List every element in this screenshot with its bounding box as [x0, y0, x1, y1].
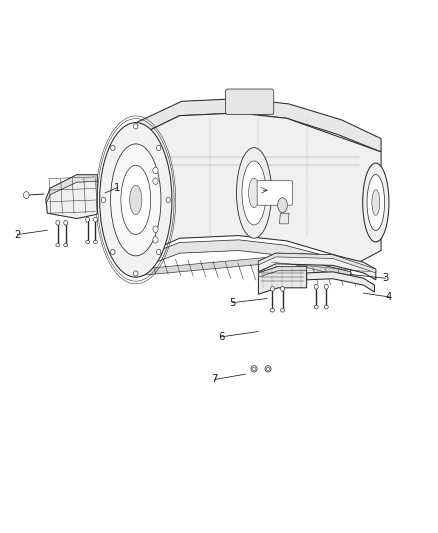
Polygon shape [46, 175, 97, 219]
Text: 5: 5 [229, 298, 235, 308]
Ellipse shape [242, 161, 266, 225]
Polygon shape [46, 175, 97, 204]
Ellipse shape [156, 249, 161, 255]
Ellipse shape [153, 178, 158, 184]
Text: 3: 3 [382, 273, 389, 283]
Polygon shape [125, 113, 381, 264]
Ellipse shape [265, 366, 271, 372]
Ellipse shape [280, 308, 285, 312]
Polygon shape [258, 266, 307, 277]
Text: 4: 4 [386, 292, 392, 302]
FancyBboxPatch shape [257, 181, 293, 205]
Ellipse shape [363, 163, 389, 242]
Ellipse shape [314, 285, 318, 289]
Ellipse shape [153, 167, 158, 174]
Ellipse shape [111, 249, 115, 255]
Ellipse shape [156, 145, 161, 150]
Text: 6: 6 [218, 332, 224, 342]
Ellipse shape [23, 191, 29, 199]
Ellipse shape [56, 244, 60, 247]
Ellipse shape [237, 148, 272, 238]
Ellipse shape [266, 367, 269, 370]
Ellipse shape [372, 190, 380, 215]
Ellipse shape [252, 367, 255, 370]
Ellipse shape [153, 237, 158, 243]
Polygon shape [138, 256, 350, 278]
Ellipse shape [64, 244, 67, 247]
Text: 2: 2 [14, 230, 21, 239]
Ellipse shape [153, 226, 158, 232]
Ellipse shape [134, 271, 138, 276]
Ellipse shape [86, 217, 90, 222]
Ellipse shape [56, 221, 60, 225]
Ellipse shape [101, 197, 106, 203]
Ellipse shape [280, 287, 285, 291]
Text: 1: 1 [114, 183, 120, 192]
Ellipse shape [93, 240, 97, 244]
Ellipse shape [314, 305, 318, 309]
Polygon shape [258, 253, 376, 280]
Ellipse shape [110, 144, 161, 256]
Ellipse shape [86, 240, 90, 244]
Ellipse shape [130, 185, 142, 215]
Ellipse shape [99, 123, 172, 277]
Ellipse shape [324, 285, 328, 289]
Polygon shape [125, 99, 381, 152]
Polygon shape [258, 253, 376, 273]
Ellipse shape [111, 145, 115, 150]
Ellipse shape [249, 178, 259, 207]
Ellipse shape [367, 175, 385, 231]
Ellipse shape [166, 197, 170, 203]
Ellipse shape [270, 308, 274, 312]
Text: 7: 7 [212, 375, 218, 384]
Ellipse shape [278, 198, 287, 213]
Polygon shape [307, 272, 374, 292]
Ellipse shape [324, 305, 328, 309]
Polygon shape [138, 240, 350, 272]
Ellipse shape [93, 217, 97, 222]
Polygon shape [258, 266, 307, 294]
FancyBboxPatch shape [226, 89, 274, 115]
Polygon shape [279, 213, 289, 224]
Ellipse shape [270, 287, 274, 291]
Ellipse shape [251, 366, 257, 372]
Ellipse shape [134, 124, 138, 129]
Ellipse shape [121, 165, 151, 235]
Ellipse shape [64, 221, 67, 225]
